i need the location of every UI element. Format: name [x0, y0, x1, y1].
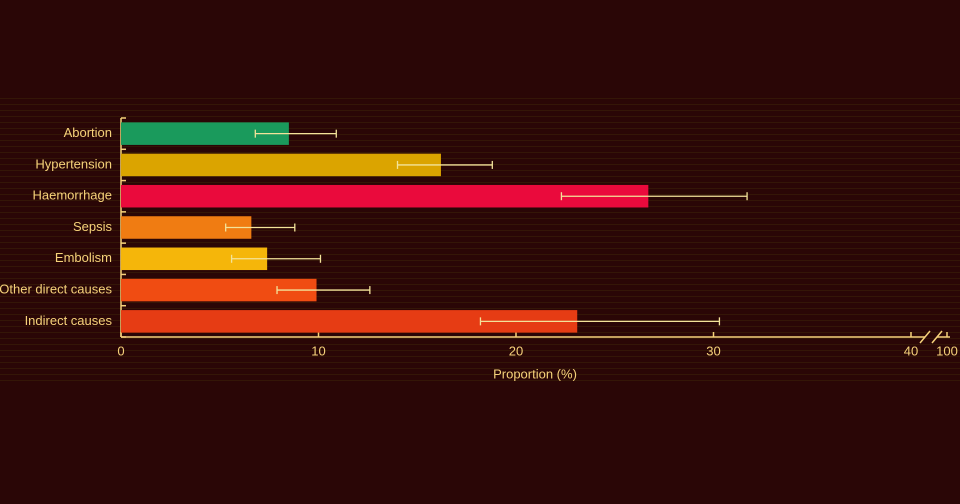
y-tick-label: Indirect causes: [25, 313, 113, 328]
bar: [121, 247, 268, 271]
y-tick-label: Haemorrhage: [33, 188, 113, 203]
bar: [121, 278, 317, 302]
bar: [121, 310, 578, 333]
axis-break: [919, 330, 931, 344]
x-tick-label: 30: [706, 343, 720, 358]
bar: [121, 153, 441, 177]
x-tick-label: 10: [311, 343, 325, 358]
y-tick-label: Other direct causes: [0, 282, 112, 297]
x-tick-label: 20: [509, 343, 523, 358]
x-axis-title: Proportion (%): [493, 366, 577, 381]
bar: [121, 216, 252, 239]
axis-break: [931, 330, 943, 344]
x-tick-label: 40: [904, 343, 918, 358]
x-tick-label: 0: [117, 343, 124, 358]
y-tick-label: Abortion: [64, 125, 112, 140]
y-tick-label: Sepsis: [73, 219, 113, 234]
bar: [121, 184, 649, 208]
y-tick-label: Hypertension: [35, 156, 112, 171]
x-tick-label: 100: [936, 343, 958, 358]
y-tick-label: Embolism: [55, 250, 112, 265]
bar: [121, 122, 289, 145]
